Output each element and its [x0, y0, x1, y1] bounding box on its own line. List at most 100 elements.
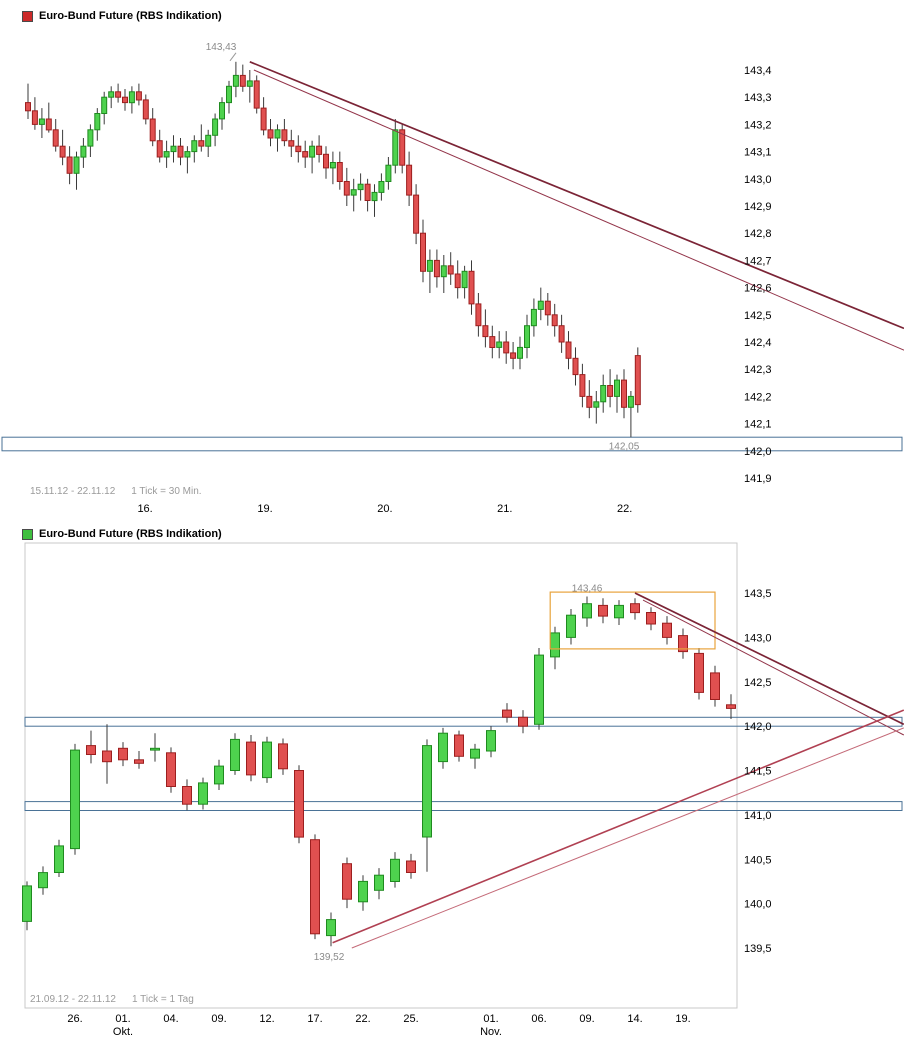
candle — [343, 167, 350, 206]
candle-body — [295, 145, 302, 153]
candle — [135, 83, 142, 106]
x-axis-label: 20. — [377, 503, 392, 515]
y-axis-label: 142,6 — [744, 283, 772, 295]
candle — [22, 881, 32, 931]
candle — [226, 80, 232, 114]
x-axis-label: 12. — [259, 1013, 274, 1025]
candle — [73, 151, 80, 190]
candle-body — [364, 183, 371, 201]
x-axis-label: 21. — [497, 503, 512, 515]
candle — [454, 260, 461, 299]
trendline — [249, 61, 904, 330]
candle-body — [374, 874, 384, 891]
candle-body — [634, 355, 641, 406]
candlestick-chart-daily: 143,5 143,0 142,5 142,0 141,5 141,0 140,5 140,0… — [22, 542, 904, 1038]
candle-body — [343, 181, 350, 196]
candle — [66, 146, 73, 185]
chart-title: Euro-Bund Future (RBS Indikation) — [39, 528, 222, 540]
candle-body — [358, 880, 368, 903]
candle — [70, 743, 80, 855]
candle-body — [607, 385, 614, 397]
candle — [86, 730, 96, 764]
candle — [52, 119, 59, 152]
candle-body — [510, 352, 517, 359]
candle — [262, 736, 272, 783]
candle — [447, 252, 454, 285]
consolidation-box — [549, 591, 716, 650]
series-swatch-icon — [22, 528, 33, 540]
candle — [54, 839, 64, 877]
candle — [694, 648, 704, 700]
x-axis-label: 09. — [579, 1013, 594, 1025]
candle-body — [170, 145, 177, 153]
candle-body — [579, 374, 586, 397]
candle — [246, 735, 256, 782]
candle-body — [149, 118, 156, 142]
candle-body — [524, 325, 530, 349]
y-axis-label: 141,5 — [744, 766, 772, 778]
candle-body — [475, 303, 482, 327]
candle-body — [371, 191, 378, 202]
candle-body — [94, 113, 101, 131]
candle-body — [440, 265, 447, 278]
candle — [565, 331, 572, 370]
candle — [177, 138, 184, 166]
candle-body — [710, 672, 720, 700]
candle-body — [433, 259, 440, 278]
candle-body — [122, 96, 128, 104]
y-axis-label: 141,0 — [744, 810, 772, 822]
candle — [440, 255, 447, 293]
candle — [156, 129, 163, 163]
chart-title: Euro-Bund Future (RBS Indikation) — [39, 10, 222, 22]
candle — [198, 777, 208, 810]
candle — [278, 738, 288, 775]
candle-body — [267, 129, 274, 139]
y-axis-label: 142,5 — [744, 677, 772, 689]
candle — [614, 600, 624, 625]
candle-body — [309, 145, 316, 158]
candle-body — [38, 872, 48, 889]
candle — [205, 129, 212, 157]
candle-body — [326, 919, 336, 937]
candle-body — [420, 232, 426, 272]
candle — [342, 857, 352, 909]
x-axis-label: 06. — [531, 1013, 546, 1025]
candle — [59, 129, 66, 166]
candle-body — [646, 612, 656, 625]
candle-body — [454, 273, 461, 289]
candle-body — [350, 189, 357, 196]
candle — [316, 135, 323, 163]
candle — [163, 140, 170, 168]
candle — [25, 83, 31, 119]
x-axis-label: 22. — [355, 1013, 370, 1025]
candle — [566, 609, 576, 645]
candle — [390, 852, 400, 888]
x-axis-label: 04. — [163, 1013, 178, 1025]
y-axis-label: 143,4 — [744, 65, 772, 77]
date-range-label: 15.11.12 - 22.11.12 — [30, 486, 116, 497]
daily-chart-panel: 143,5 143,0 142,5 142,0 141,5 141,0 140,5 140,0… — [0, 525, 904, 1046]
candlestick-chart-intraday: 143,4 143,3 143,2 143,1 143,0 142,9 142,8 142,7… — [1, 42, 904, 515]
candle — [621, 369, 627, 419]
candle — [558, 314, 565, 353]
chart-legend: Euro-Bund Future (RBS Indikation) — [22, 10, 222, 22]
candle — [281, 119, 288, 147]
candle — [475, 293, 482, 337]
candle — [518, 710, 528, 734]
candle — [253, 75, 260, 114]
candle-body — [726, 704, 736, 709]
x-axis-label: 26. — [67, 1013, 82, 1025]
candle-body — [191, 140, 198, 153]
x-axis-sublabel: Okt. — [113, 1026, 133, 1038]
candle — [630, 598, 640, 620]
candle-body — [134, 759, 144, 764]
candle-body — [142, 99, 149, 120]
candle-body — [468, 270, 475, 305]
candle — [524, 314, 530, 359]
candle — [212, 113, 219, 147]
y-axis-label: 142,5 — [744, 310, 772, 322]
price-annotation: 139,52 — [314, 952, 345, 963]
candle-body — [517, 346, 523, 359]
candle-body — [342, 863, 352, 900]
candle — [191, 135, 198, 163]
